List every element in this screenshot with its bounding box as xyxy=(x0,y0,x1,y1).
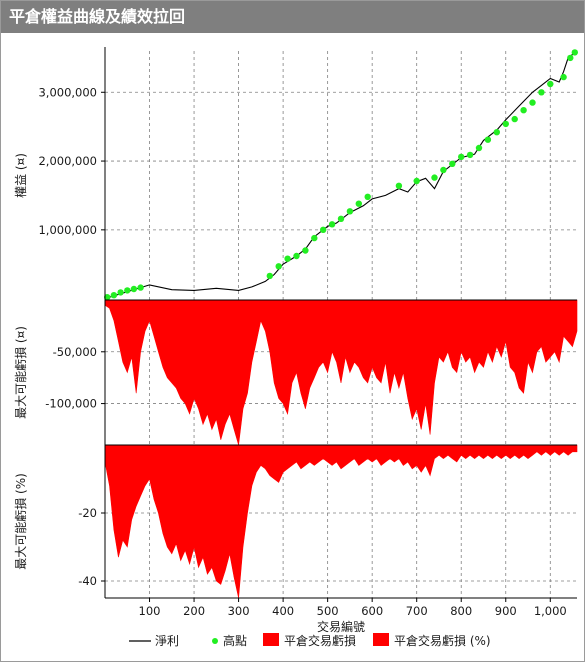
new-high-point xyxy=(104,294,111,301)
drawdown-area xyxy=(104,299,578,446)
new-high-point xyxy=(440,166,447,174)
net-profit-line xyxy=(104,50,578,300)
new-high-point xyxy=(567,54,574,62)
new-high-point xyxy=(560,73,567,81)
new-high-point xyxy=(337,215,345,222)
x-tick-label: 600 xyxy=(361,604,383,618)
equity-drawdown-chart: 1,000,000 2,000,000 3,000,000 權益 (¤) -50,000… xyxy=(13,47,578,648)
new-high-point xyxy=(529,99,536,106)
new-high-point xyxy=(493,129,500,136)
y-axis-title: 權益 (¤) xyxy=(14,153,28,198)
x-tick-label: 400 xyxy=(272,604,294,618)
legend-label: 淨利 xyxy=(155,634,179,648)
legend-box-swatch xyxy=(263,633,279,646)
y-tick-label: -50,000 xyxy=(53,345,97,359)
legend-box-swatch xyxy=(373,633,389,646)
new-high-point xyxy=(110,292,118,299)
new-high-point xyxy=(511,115,518,123)
y-tick-label: -100,000 xyxy=(45,397,97,411)
legend-label: 平倉交易虧損 (%) xyxy=(394,633,491,648)
x-tick-label: 700 xyxy=(406,604,428,618)
new-high-point xyxy=(311,234,318,242)
y-tick-label: 3,000,000 xyxy=(38,85,97,99)
new-high-point xyxy=(266,272,273,280)
y-tick-label: 1,000,000 xyxy=(38,223,97,237)
x-tick-label: 800 xyxy=(450,604,472,618)
x-axis-title: 交易編號 xyxy=(317,619,365,634)
new-high-point xyxy=(458,153,465,161)
new-high-point xyxy=(449,160,456,167)
new-high-point xyxy=(484,136,492,143)
y-tick-label: -40 xyxy=(78,574,97,588)
drawdown-pct-area xyxy=(104,444,578,599)
new-high-point xyxy=(431,174,438,181)
x-tick-label: 300 xyxy=(228,604,250,618)
x-tick-label: 1,000 xyxy=(534,604,567,618)
new-high-point xyxy=(124,287,131,294)
new-high-point xyxy=(502,120,509,128)
new-high-point xyxy=(538,89,545,96)
new-high-point xyxy=(413,177,420,185)
new-high-point xyxy=(117,289,124,296)
new-high-point xyxy=(302,247,309,254)
new-high-point xyxy=(346,208,354,215)
x-tick-label: 200 xyxy=(183,604,205,618)
y-axis-title: 最大可能虧損 (%) xyxy=(13,473,28,570)
y-tick-label: -20 xyxy=(78,506,97,520)
new-high-point xyxy=(328,221,336,228)
new-high-point xyxy=(466,151,474,159)
new-high-point xyxy=(293,252,300,260)
window-title: 平倉權益曲線及績效拉回 xyxy=(1,1,584,33)
new-high-point xyxy=(364,193,371,200)
new-high-point xyxy=(275,263,282,270)
new-high-point xyxy=(571,49,578,56)
legend-label: 平倉交易虧損 xyxy=(284,633,356,648)
legend-dot-swatch xyxy=(212,638,218,644)
x-tick-label: 900 xyxy=(495,604,517,618)
x-tick-label: 500 xyxy=(317,604,339,618)
new-high-point xyxy=(520,107,527,114)
y-axis-title: 最大可能虧損 (¤) xyxy=(13,326,28,419)
legend-label: 高點 xyxy=(223,633,247,648)
new-high-point xyxy=(130,285,138,293)
new-high-point xyxy=(355,200,362,207)
new-high-point xyxy=(475,144,483,152)
new-high-point xyxy=(547,80,554,88)
new-high-point xyxy=(284,255,291,262)
x-tick-label: 100 xyxy=(139,604,161,618)
new-high-point xyxy=(320,226,327,233)
new-high-point xyxy=(137,284,144,291)
new-high-point xyxy=(395,182,403,189)
y-tick-label: 2,000,000 xyxy=(38,154,97,168)
